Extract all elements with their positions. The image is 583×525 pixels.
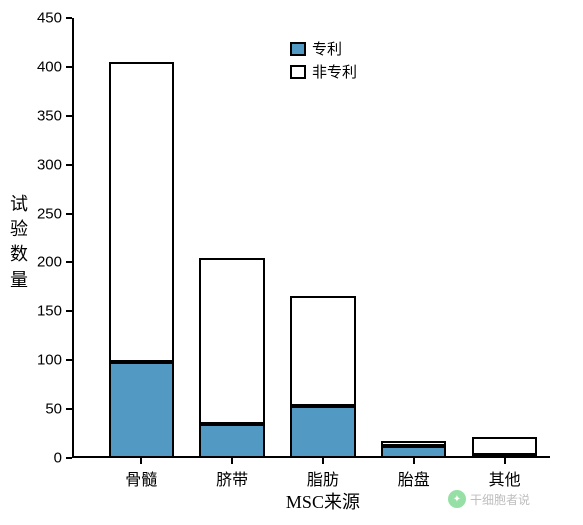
y-tick bbox=[66, 115, 72, 117]
x-tick-label: 脐带 bbox=[216, 466, 248, 490]
bar-segment-non_patent bbox=[472, 437, 537, 455]
x-tick-label: 其他 bbox=[489, 466, 521, 490]
y-tick bbox=[66, 359, 72, 361]
legend-swatch bbox=[290, 42, 306, 56]
y-tick bbox=[66, 408, 72, 410]
bar-segment-non_patent bbox=[290, 296, 355, 406]
plot-area: 050100150200250300350400450骨髓脐带脂肪胎盘其他 bbox=[72, 18, 550, 458]
legend-item: 非专利 bbox=[290, 61, 357, 82]
bar-segment-non_patent bbox=[381, 441, 446, 446]
y-tick bbox=[66, 310, 72, 312]
bar-chart: 050100150200250300350400450骨髓脐带脂肪胎盘其他 试验… bbox=[0, 0, 583, 525]
y-tick-label: 300 bbox=[12, 156, 62, 173]
y-tick bbox=[66, 17, 72, 19]
x-axis-label: MSC来源 bbox=[286, 488, 360, 514]
x-tick bbox=[231, 458, 233, 464]
x-tick bbox=[140, 458, 142, 464]
y-tick-label: 150 bbox=[12, 303, 62, 320]
y-tick-label: 100 bbox=[12, 352, 62, 369]
y-tick-label: 450 bbox=[12, 10, 62, 27]
bar-segment-non_patent bbox=[109, 62, 174, 362]
y-axis bbox=[72, 18, 74, 458]
legend-label: 专利 bbox=[312, 38, 342, 59]
bar-group bbox=[472, 18, 537, 458]
y-tick bbox=[66, 261, 72, 263]
bar-segment-patent bbox=[381, 446, 446, 458]
legend-item: 专利 bbox=[290, 38, 357, 59]
bar-segment-patent bbox=[109, 362, 174, 458]
legend: 专利非专利 bbox=[290, 38, 357, 84]
wechat-icon: ✦ bbox=[448, 490, 466, 508]
x-tick-label: 骨髓 bbox=[125, 466, 157, 490]
x-tick bbox=[322, 458, 324, 464]
bar-group bbox=[290, 18, 355, 458]
bar-segment-patent bbox=[199, 424, 264, 458]
y-tick-label: 50 bbox=[12, 401, 62, 418]
y-tick bbox=[66, 66, 72, 68]
x-tick bbox=[504, 458, 506, 464]
bar-group bbox=[199, 18, 264, 458]
bar-group bbox=[381, 18, 446, 458]
watermark: ✦ 干细胞者说 bbox=[448, 490, 530, 508]
y-tick bbox=[66, 213, 72, 215]
y-axis-label: 试验数量 bbox=[10, 192, 28, 293]
y-tick bbox=[66, 457, 72, 459]
bar-segment-non_patent bbox=[199, 258, 264, 424]
bar-segment-patent bbox=[290, 406, 355, 458]
legend-label: 非专利 bbox=[312, 61, 357, 82]
x-tick bbox=[413, 458, 415, 464]
x-tick-label: 脂肪 bbox=[307, 466, 339, 490]
y-tick-label: 0 bbox=[12, 450, 62, 467]
y-tick-label: 400 bbox=[12, 58, 62, 75]
y-tick bbox=[66, 164, 72, 166]
watermark-text: 干细胞者说 bbox=[470, 491, 530, 508]
y-tick-label: 350 bbox=[12, 107, 62, 124]
legend-swatch bbox=[290, 65, 306, 79]
x-tick-label: 胎盘 bbox=[398, 466, 430, 490]
bar-group bbox=[109, 18, 174, 458]
